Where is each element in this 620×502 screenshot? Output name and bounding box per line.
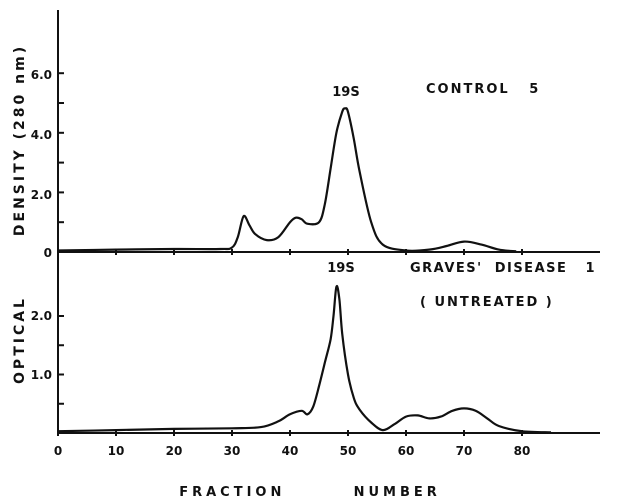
xtick-label: 40 [282,444,299,458]
top-panel-title: CONTROL 5 [426,82,540,97]
top-ytick-label: 4.0 [31,128,52,142]
bottom-y-axis-label: OPTICAL [12,296,28,384]
x-axis-label: FRACTION NUMBER [179,485,441,500]
top-density-curve [57,107,517,253]
xtick-label: 70 [456,444,473,458]
xtick-label: 50 [340,444,357,458]
xtick-label: 0 [54,444,62,458]
top-ytick-label: 0 [44,246,52,260]
xtick-label: 20 [166,444,183,458]
xtick-label: 80 [514,444,531,458]
xtick-label: 30 [224,444,241,458]
xtick-label: 60 [398,444,415,458]
bottom-density-curve [57,285,552,434]
bottom-panel-title: GRAVES' DISEASE 1 [410,261,596,276]
top-ytick-label: 6.0 [31,68,52,82]
bottom-ytick-label: 1.0 [31,368,52,382]
top-y-axis-label: DENSITY (280 nm) [12,44,28,236]
bottom-ytick-label: 2.0 [31,309,52,323]
bottom-panel-subtitle: ( UNTREATED ) [420,295,554,310]
top-ytick-label: 2.0 [31,188,52,202]
bottom-peak-label: 19S [327,261,354,276]
top-peak-label: 19S [332,85,359,100]
xtick-label: 10 [108,444,125,458]
